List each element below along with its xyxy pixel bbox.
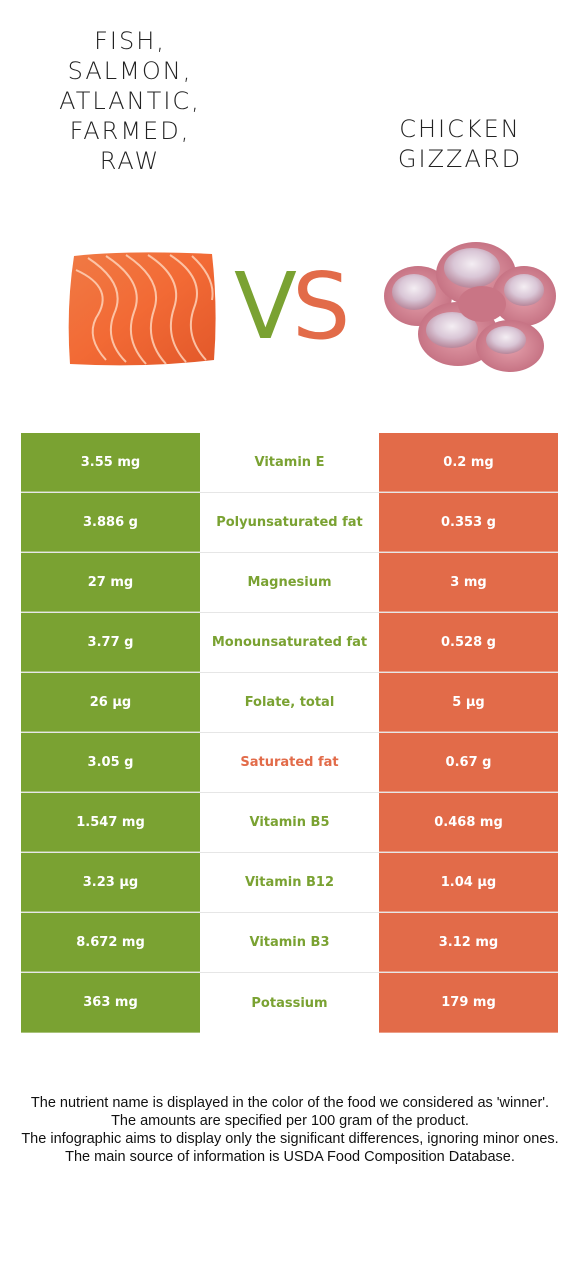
left-food-value: 363 mg <box>21 973 200 1033</box>
left-food-title-line: FISH, <box>94 27 166 55</box>
footer-note: The infographic aims to display only the… <box>21 1131 559 1147</box>
nutrient-name: Vitamin B3 <box>200 913 379 972</box>
right-food-title-line: GIZZARD <box>397 145 523 173</box>
nutrient-name: Vitamin B12 <box>200 853 379 912</box>
chicken-gizzard-image <box>384 242 556 372</box>
vs-label: V S <box>234 253 350 350</box>
left-food-value: 26 µg <box>21 673 200 732</box>
left-food-title-line: ATLANTIC, <box>59 87 201 115</box>
vs-v-letter: V <box>234 253 297 350</box>
left-food-title-line: SALMON, <box>67 57 193 85</box>
table-row: 27 mg Magnesium 3 mg <box>21 553 558 613</box>
comparison-table: 3.55 mg Vitamin E 0.2 mg 3.886 g Polyunsatur… <box>21 433 558 1033</box>
nutrient-name: Folate, total <box>200 673 379 732</box>
left-food-value: 3.886 g <box>21 493 200 552</box>
left-food-title-line: RAW <box>99 147 161 175</box>
table-row: 363 mg Potassium 179 mg <box>21 973 558 1033</box>
left-food-value: 3.77 g <box>21 613 200 672</box>
left-food-title: FISH, SALMON, ATLANTIC, FARMED, RAW <box>20 26 240 176</box>
right-food-value: 0.2 mg <box>379 433 558 492</box>
right-food-value: 0.67 g <box>379 733 558 792</box>
right-food-value: 0.528 g <box>379 613 558 672</box>
left-food-title-line: FARMED, <box>69 117 191 145</box>
right-food-value: 0.353 g <box>379 493 558 552</box>
right-food-value: 0.468 mg <box>379 793 558 852</box>
nutrient-name: Magnesium <box>200 553 379 612</box>
table-row: 1.547 mg Vitamin B5 0.468 mg <box>21 793 558 853</box>
table-row: 3.886 g Polyunsaturated fat 0.353 g <box>21 493 558 553</box>
right-food-value: 5 µg <box>379 673 558 732</box>
right-food-title-line: CHICKEN <box>399 115 521 143</box>
right-food-value: 3 mg <box>379 553 558 612</box>
nutrient-name: Monounsaturated fat <box>200 613 379 672</box>
nutrient-name: Potassium <box>200 973 379 1033</box>
right-food-value: 179 mg <box>379 973 558 1033</box>
left-food-value: 1.547 mg <box>21 793 200 852</box>
left-food-value: 3.23 µg <box>21 853 200 912</box>
table-row: 3.05 g Saturated fat 0.67 g <box>21 733 558 793</box>
vs-s-letter: S <box>292 253 350 350</box>
right-food-title: CHICKEN GIZZARD <box>355 114 565 174</box>
footer-note: The amounts are specified per 100 gram o… <box>111 1113 469 1129</box>
footer-note: The nutrient name is displayed in the co… <box>30 1095 550 1111</box>
nutrient-name: Vitamin B5 <box>200 793 379 852</box>
nutrient-name: Vitamin E <box>200 433 379 492</box>
left-food-value: 27 mg <box>21 553 200 612</box>
salmon-fillet-image <box>68 252 216 366</box>
footer-notes: The nutrient name is displayed in the co… <box>20 1094 560 1166</box>
table-row: 3.55 mg Vitamin E 0.2 mg <box>21 433 558 493</box>
right-food-value: 3.12 mg <box>379 913 558 972</box>
table-row: 8.672 mg Vitamin B3 3.12 mg <box>21 913 558 973</box>
nutrient-name: Saturated fat <box>200 733 379 792</box>
table-row: 3.77 g Monounsaturated fat 0.528 g <box>21 613 558 673</box>
left-food-value: 3.55 mg <box>21 433 200 492</box>
left-food-value: 3.05 g <box>21 733 200 792</box>
table-row: 3.23 µg Vitamin B12 1.04 µg <box>21 853 558 913</box>
footer-note: The main source of information is USDA F… <box>65 1149 515 1165</box>
left-food-value: 8.672 mg <box>21 913 200 972</box>
nutrient-name: Polyunsaturated fat <box>200 493 379 552</box>
right-food-value: 1.04 µg <box>379 853 558 912</box>
table-row: 26 µg Folate, total 5 µg <box>21 673 558 733</box>
